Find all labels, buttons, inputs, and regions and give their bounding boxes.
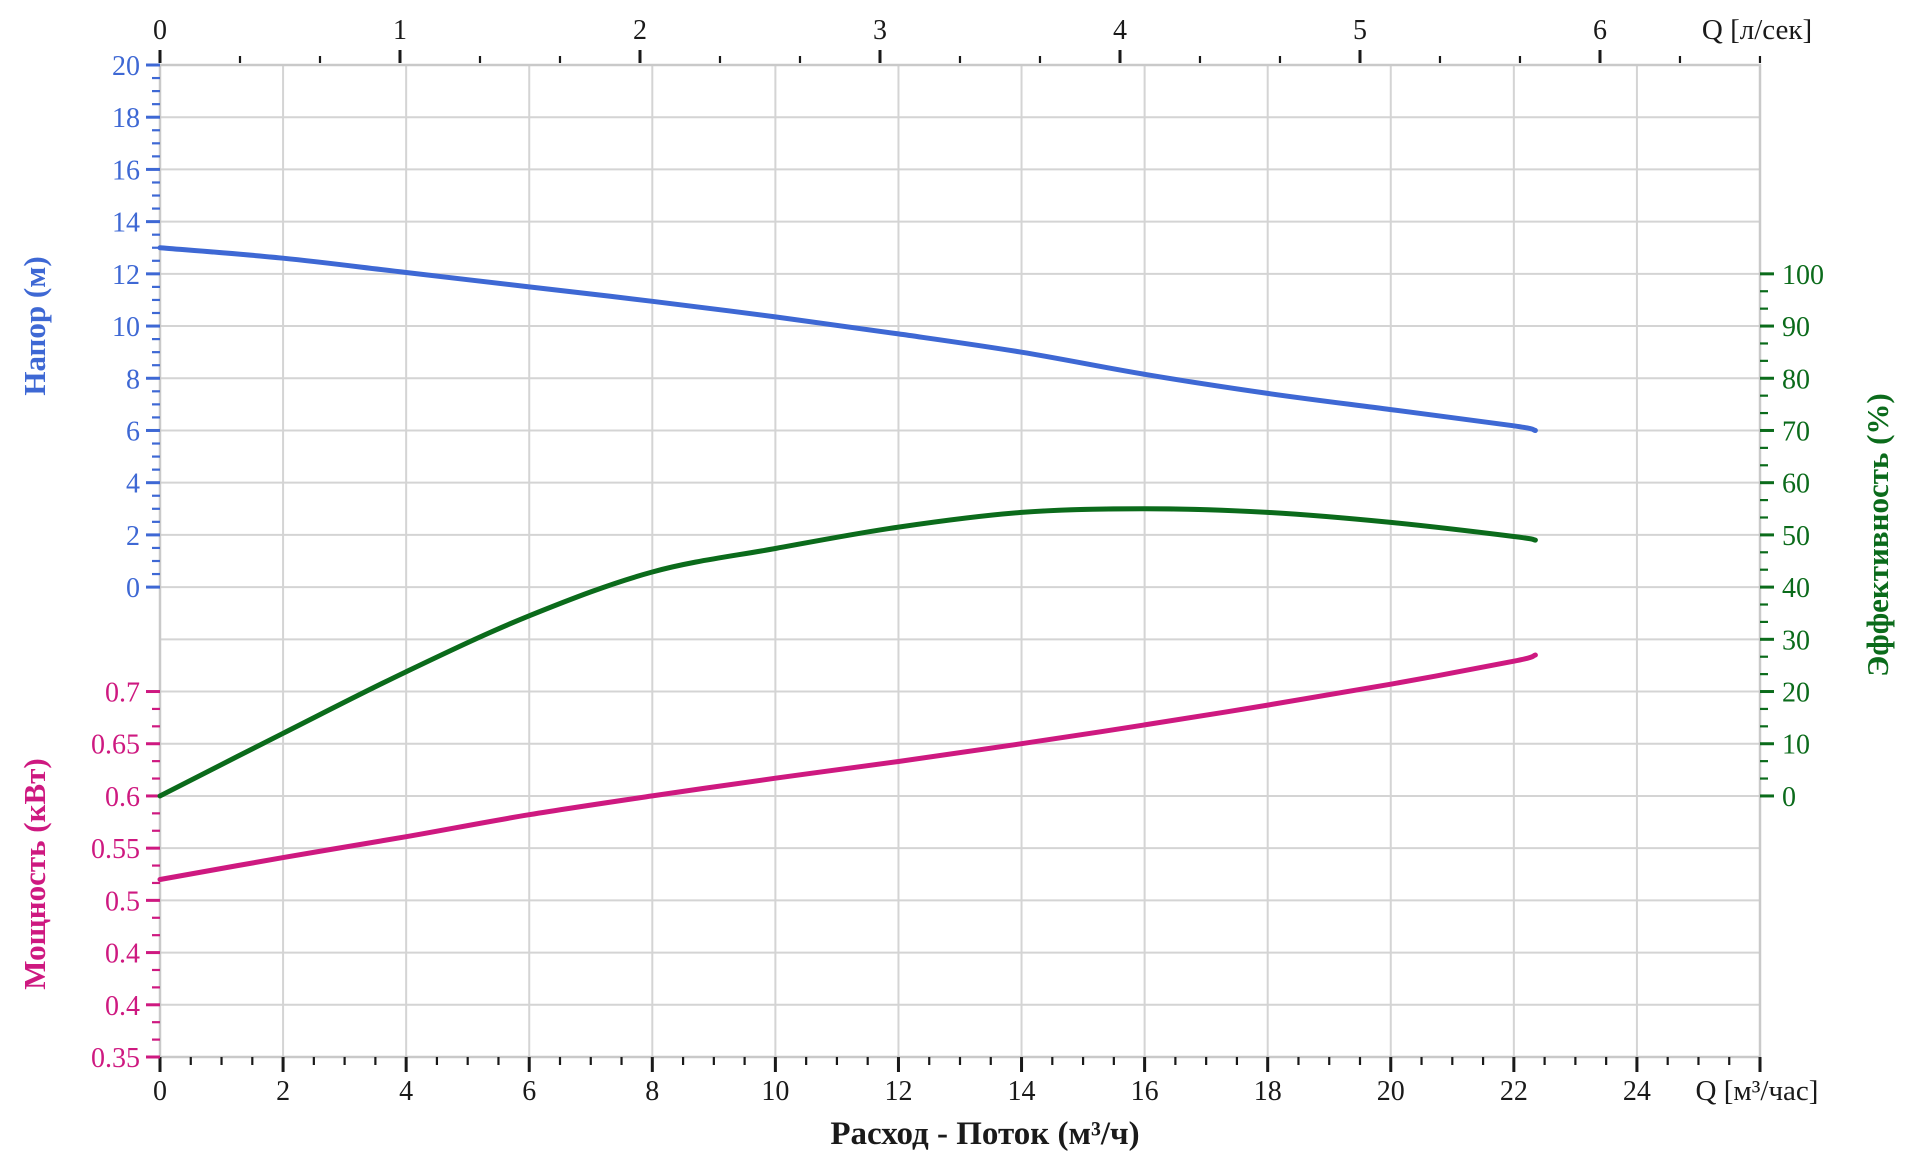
top-axis-tick-label: 3	[873, 15, 887, 46]
power-axis-title: Мощность (кВт)	[17, 758, 52, 989]
efficiency-axis-title: Эффективность (%)	[1860, 393, 1895, 677]
chart-title: Расход - Поток (м³/ч)	[830, 1116, 1139, 1152]
bottom-axis-tick-label: 22	[1500, 1076, 1528, 1107]
bottom-axis-tick-label: 14	[1008, 1076, 1036, 1107]
efficiency-axis-tick-label: 60	[1782, 469, 1810, 500]
power-axis-tick-label: 0.35	[91, 1043, 140, 1074]
efficiency-axis-tick-label: 40	[1782, 573, 1810, 604]
efficiency-axis-tick-label: 90	[1782, 312, 1810, 343]
axis-ticks	[146, 50, 1774, 1072]
top-axis-tick-label: 0	[153, 15, 167, 46]
bottom-axis-tick-label: 8	[645, 1076, 659, 1107]
curves	[157, 245, 1538, 882]
power-axis-tick-label: 0.6	[105, 782, 140, 813]
power-axis-tick-label: 0.7	[105, 678, 140, 709]
top-axis-unit-label: Q [л/сек]	[1702, 14, 1812, 46]
bottom-axis-tick-label: 4	[399, 1076, 413, 1107]
bottom-axis-tick-label: 12	[884, 1076, 912, 1107]
bottom-axis-tick-label: 18	[1254, 1076, 1282, 1107]
axis-tick-labels: 0 1 2 3 4 5 60 2 4 6 8 10 12 14 16 18 20 22 24201816141210…	[91, 15, 1824, 1107]
head-axis-tick-label: 2	[126, 521, 140, 552]
efficiency-axis-tick-label: 30	[1782, 625, 1810, 656]
power-axis-tick-label: 0.4	[105, 939, 140, 970]
power-axis-tick-label: 0.65	[91, 730, 140, 761]
power-axis-tick-label: 0.55	[91, 834, 140, 865]
top-axis-tick-label: 2	[633, 15, 647, 46]
top-axis-tick-label: 5	[1353, 15, 1367, 46]
head-axis-tick-label: 14	[112, 208, 140, 239]
head-axis-title: Напор (м)	[17, 256, 52, 395]
efficiency-axis-tick-label: 70	[1782, 416, 1810, 447]
bottom-axis-tick-label: 16	[1131, 1076, 1159, 1107]
head-curve	[157, 245, 1538, 433]
bottom-axis-tick-label: 6	[522, 1076, 536, 1107]
head-axis-tick-label: 4	[126, 469, 140, 500]
bottom-axis-tick-label: 0	[153, 1076, 167, 1107]
top-axis-tick-label: 4	[1113, 15, 1127, 46]
bottom-axis-tick-label: 24	[1623, 1076, 1651, 1107]
head-axis-tick-label: 10	[112, 312, 140, 343]
power-axis-tick-label: 0.4	[105, 991, 140, 1022]
bottom-axis-tick-label: 10	[761, 1076, 789, 1107]
top-axis-tick-label: 1	[393, 15, 407, 46]
bottom-axis-tick-label: 20	[1377, 1076, 1405, 1107]
head-axis-tick-label: 20	[112, 51, 140, 82]
bottom-axis-unit-label: Q [м³/час]	[1696, 1075, 1819, 1107]
head-axis-tick-label: 8	[126, 364, 140, 395]
head-axis-tick-label: 12	[112, 260, 140, 291]
head-axis-tick-label: 0	[126, 573, 140, 604]
efficiency-axis-tick-label: 10	[1782, 730, 1810, 761]
power-axis-tick-label: 0.5	[105, 886, 140, 917]
efficiency-axis-tick-label: 100	[1782, 260, 1824, 291]
head-axis-tick-label: 6	[126, 416, 140, 447]
efficiency-axis-tick-label: 80	[1782, 364, 1810, 395]
gridlines	[159, 64, 1761, 1058]
power-curve	[157, 652, 1538, 882]
plot-frame	[158, 63, 1762, 1059]
bottom-axis-tick-label: 2	[276, 1076, 290, 1107]
efficiency-axis-tick-label: 20	[1782, 678, 1810, 709]
head-axis-tick-label: 16	[112, 155, 140, 186]
head-axis-tick-label: 18	[112, 103, 140, 134]
efficiency-curve	[157, 506, 1538, 799]
efficiency-axis-tick-label: 50	[1782, 521, 1810, 552]
top-axis-tick-label: 6	[1593, 15, 1607, 46]
efficiency-axis-tick-label: 0	[1782, 782, 1796, 813]
